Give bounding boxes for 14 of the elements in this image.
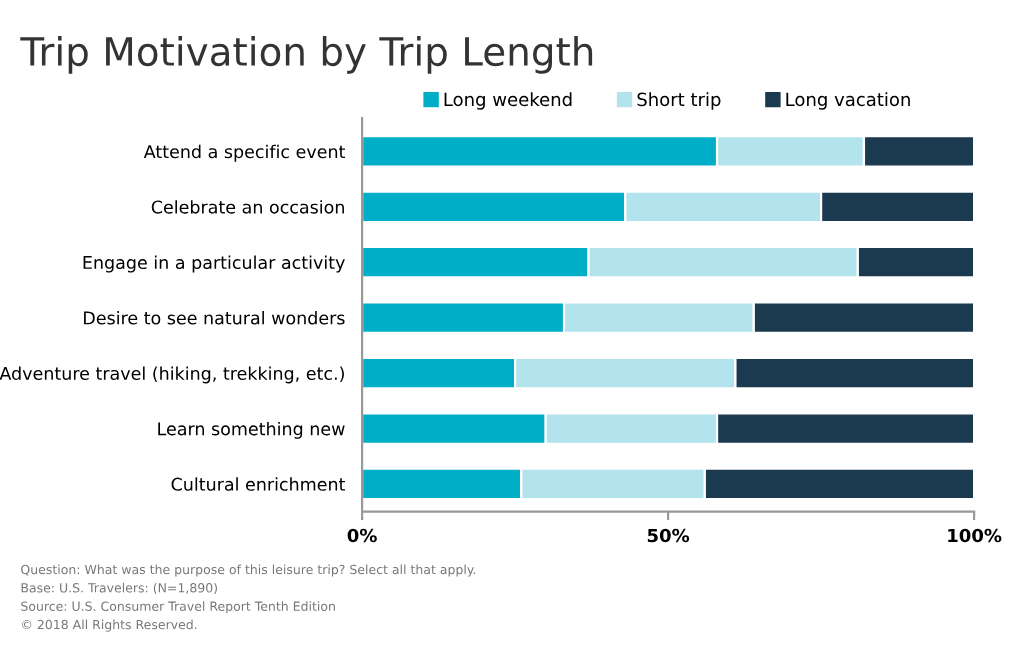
y-tick-label: Learn something new xyxy=(158,421,345,439)
x-tick-label: 50% xyxy=(647,528,690,543)
y-tick-label: Desire to see natural wonders xyxy=(84,311,345,325)
chart-title: Trip Motivation by Trip Length xyxy=(20,36,593,74)
legend-label: Short trip xyxy=(637,92,721,110)
y-tick-label: Adventure travel (hiking, trekking, etc.) xyxy=(0,366,344,384)
y-tick-label: Celebrate an occasion xyxy=(151,200,344,214)
x-tick-label: 0% xyxy=(347,528,377,543)
legend-label: Long vacation xyxy=(786,92,910,110)
y-tick-label: Cultural enrichment xyxy=(171,477,346,491)
y-tick-label: Attend a specific event xyxy=(143,144,346,162)
x-tick-label: 100% xyxy=(948,528,1002,543)
legend-label: Long weekend xyxy=(444,92,572,110)
y-tick-label: Engage in a particular activity xyxy=(83,255,345,273)
